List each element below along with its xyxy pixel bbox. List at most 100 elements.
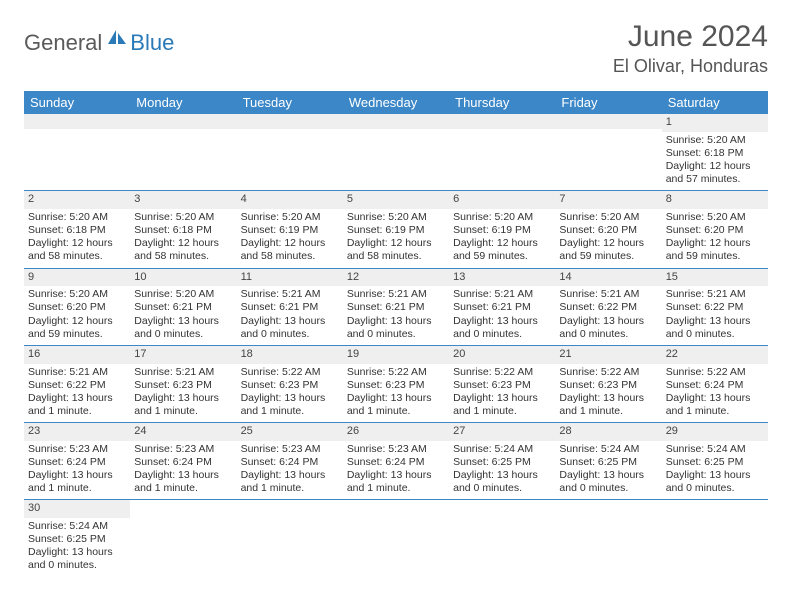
calendar-empty-cell [662,500,768,577]
day-details: Sunrise: 5:21 AMSunset: 6:22 PMDaylight:… [662,286,768,345]
sunrise-text: Sunrise: 5:21 AM [28,366,126,379]
day-details: Sunrise: 5:20 AMSunset: 6:19 PMDaylight:… [237,209,343,268]
day-number: 21 [555,346,661,364]
day-number: 2 [24,191,130,209]
day-details: Sunrise: 5:22 AMSunset: 6:23 PMDaylight:… [449,364,555,423]
daylight-text: Daylight: 13 hours and 0 minutes. [559,315,657,341]
daylight-text: Daylight: 13 hours and 0 minutes. [453,315,551,341]
calendar-empty-cell [555,114,661,191]
sunrise-text: Sunrise: 5:22 AM [666,366,764,379]
day-details: Sunrise: 5:23 AMSunset: 6:24 PMDaylight:… [24,441,130,500]
daylight-text: Daylight: 13 hours and 0 minutes. [28,546,126,572]
daylight-text: Daylight: 12 hours and 59 minutes. [666,237,764,263]
calendar-day-cell: 15Sunrise: 5:21 AMSunset: 6:22 PMDayligh… [662,268,768,345]
calendar-day-cell: 8Sunrise: 5:20 AMSunset: 6:20 PMDaylight… [662,191,768,268]
sunset-text: Sunset: 6:19 PM [453,224,551,237]
sunrise-text: Sunrise: 5:20 AM [559,211,657,224]
day-details: Sunrise: 5:22 AMSunset: 6:24 PMDaylight:… [662,364,768,423]
calendar-day-cell: 20Sunrise: 5:22 AMSunset: 6:23 PMDayligh… [449,345,555,422]
day-number: 15 [662,269,768,287]
calendar-header-row: SundayMondayTuesdayWednesdayThursdayFrid… [24,91,768,114]
calendar-day-cell: 2Sunrise: 5:20 AMSunset: 6:18 PMDaylight… [24,191,130,268]
daylight-text: Daylight: 13 hours and 1 minute. [347,469,445,495]
sunset-text: Sunset: 6:25 PM [666,456,764,469]
sunset-text: Sunset: 6:18 PM [28,224,126,237]
day-number: 20 [449,346,555,364]
daylight-text: Daylight: 12 hours and 59 minutes. [453,237,551,263]
sunrise-text: Sunrise: 5:21 AM [453,288,551,301]
sunrise-text: Sunrise: 5:23 AM [241,443,339,456]
sunset-text: Sunset: 6:24 PM [347,456,445,469]
calendar-day-cell: 12Sunrise: 5:21 AMSunset: 6:21 PMDayligh… [343,268,449,345]
sunset-text: Sunset: 6:23 PM [347,379,445,392]
sunset-text: Sunset: 6:25 PM [559,456,657,469]
day-details: Sunrise: 5:21 AMSunset: 6:22 PMDaylight:… [24,364,130,423]
daylight-text: Daylight: 12 hours and 59 minutes. [559,237,657,263]
day-details: Sunrise: 5:20 AMSunset: 6:20 PMDaylight:… [24,286,130,345]
day-details: Sunrise: 5:24 AMSunset: 6:25 PMDaylight:… [24,518,130,577]
calendar-day-cell: 1Sunrise: 5:20 AMSunset: 6:18 PMDaylight… [662,114,768,191]
sunrise-text: Sunrise: 5:23 AM [134,443,232,456]
sunset-text: Sunset: 6:22 PM [666,301,764,314]
calendar-week-row: 23Sunrise: 5:23 AMSunset: 6:24 PMDayligh… [24,423,768,500]
day-details: Sunrise: 5:21 AMSunset: 6:21 PMDaylight:… [449,286,555,345]
calendar-day-cell: 28Sunrise: 5:24 AMSunset: 6:25 PMDayligh… [555,423,661,500]
calendar-empty-cell [449,114,555,191]
sunset-text: Sunset: 6:24 PM [28,456,126,469]
calendar-week-row: 30Sunrise: 5:24 AMSunset: 6:25 PMDayligh… [24,500,768,577]
daylight-text: Daylight: 13 hours and 0 minutes. [666,315,764,341]
day-number: 7 [555,191,661,209]
day-number: 18 [237,346,343,364]
calendar-day-cell: 16Sunrise: 5:21 AMSunset: 6:22 PMDayligh… [24,345,130,422]
calendar-empty-cell [237,114,343,191]
calendar-day-cell: 14Sunrise: 5:21 AMSunset: 6:22 PMDayligh… [555,268,661,345]
calendar-day-cell: 3Sunrise: 5:20 AMSunset: 6:18 PMDaylight… [130,191,236,268]
calendar-empty-cell [343,500,449,577]
empty-day-bar [449,114,555,129]
day-details: Sunrise: 5:23 AMSunset: 6:24 PMDaylight:… [343,441,449,500]
day-number: 1 [662,114,768,132]
weekday-header: Sunday [24,91,130,114]
daylight-text: Daylight: 12 hours and 58 minutes. [347,237,445,263]
sunrise-text: Sunrise: 5:21 AM [134,366,232,379]
calendar-week-row: 1Sunrise: 5:20 AMSunset: 6:18 PMDaylight… [24,114,768,191]
sunrise-text: Sunrise: 5:24 AM [666,443,764,456]
day-details: Sunrise: 5:24 AMSunset: 6:25 PMDaylight:… [555,441,661,500]
day-details: Sunrise: 5:23 AMSunset: 6:24 PMDaylight:… [130,441,236,500]
sunrise-text: Sunrise: 5:22 AM [559,366,657,379]
day-number: 25 [237,423,343,441]
day-details: Sunrise: 5:24 AMSunset: 6:25 PMDaylight:… [662,441,768,500]
calendar-day-cell: 23Sunrise: 5:23 AMSunset: 6:24 PMDayligh… [24,423,130,500]
daylight-text: Daylight: 13 hours and 1 minute. [453,392,551,418]
daylight-text: Daylight: 12 hours and 58 minutes. [134,237,232,263]
weekday-header: Friday [555,91,661,114]
day-details: Sunrise: 5:20 AMSunset: 6:21 PMDaylight:… [130,286,236,345]
sunrise-text: Sunrise: 5:23 AM [347,443,445,456]
daylight-text: Daylight: 13 hours and 1 minute. [241,392,339,418]
day-details: Sunrise: 5:20 AMSunset: 6:18 PMDaylight:… [130,209,236,268]
calendar-empty-cell [24,114,130,191]
sunrise-text: Sunrise: 5:21 AM [666,288,764,301]
calendar-day-cell: 13Sunrise: 5:21 AMSunset: 6:21 PMDayligh… [449,268,555,345]
day-details: Sunrise: 5:23 AMSunset: 6:24 PMDaylight:… [237,441,343,500]
header: General Blue June 2024 El Olivar, Hondur… [0,0,792,85]
sail-icon [106,28,128,51]
calendar-empty-cell [555,500,661,577]
empty-day-bar [24,114,130,129]
day-number: 11 [237,269,343,287]
sunset-text: Sunset: 6:21 PM [347,301,445,314]
day-number: 8 [662,191,768,209]
sunrise-text: Sunrise: 5:21 AM [347,288,445,301]
day-number: 13 [449,269,555,287]
day-number: 28 [555,423,661,441]
sunset-text: Sunset: 6:22 PM [559,301,657,314]
calendar-day-cell: 21Sunrise: 5:22 AMSunset: 6:23 PMDayligh… [555,345,661,422]
day-number: 27 [449,423,555,441]
logo-text-blue: Blue [130,30,174,56]
day-details: Sunrise: 5:21 AMSunset: 6:22 PMDaylight:… [555,286,661,345]
daylight-text: Daylight: 13 hours and 1 minute. [28,392,126,418]
day-details: Sunrise: 5:20 AMSunset: 6:20 PMDaylight:… [555,209,661,268]
day-details: Sunrise: 5:21 AMSunset: 6:21 PMDaylight:… [343,286,449,345]
calendar-day-cell: 4Sunrise: 5:20 AMSunset: 6:19 PMDaylight… [237,191,343,268]
day-number: 30 [24,500,130,518]
